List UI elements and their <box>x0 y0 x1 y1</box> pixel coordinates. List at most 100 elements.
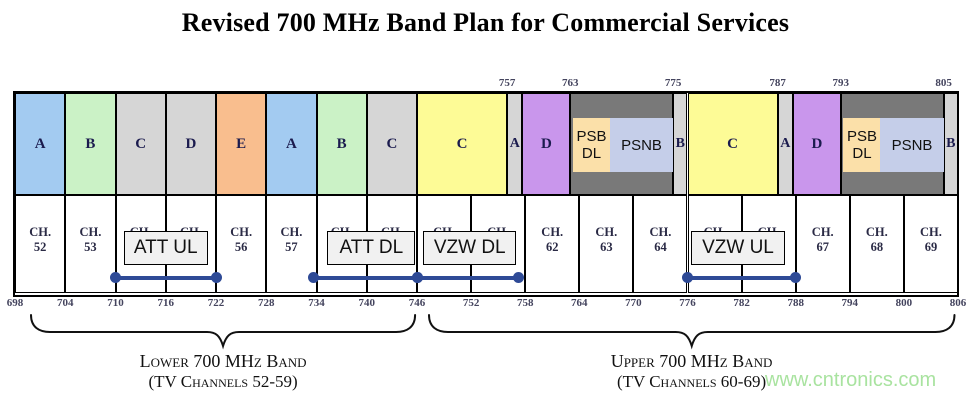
upper-700-mhz-band-label: Upper 700 MHz Band (TV Channels 60-69) <box>428 351 955 392</box>
band-block-letter: E <box>236 135 247 152</box>
band-name: Upper 700 MHz Band <box>610 351 773 371</box>
underline-dot-att-ul <box>210 272 222 283</box>
boundary-freq-label-763: 763 <box>562 77 579 89</box>
band-block-letter: D <box>540 135 552 152</box>
upper-band-brace <box>427 314 956 350</box>
freq-tick-label-782: 782 <box>733 297 750 309</box>
band-block-c-740: C <box>366 93 417 195</box>
psb-dl-block-1: PSB DL <box>572 118 610 172</box>
channel-prefix: CH. <box>920 225 942 239</box>
boundary-freq-label-805: 805 <box>935 77 952 89</box>
freq-tick-label-806: 806 <box>949 297 967 309</box>
lower-band-brace <box>30 314 417 350</box>
band-block-letter: B <box>85 135 96 152</box>
freq-tick-label-788: 788 <box>787 297 804 309</box>
freq-tick-label-752: 752 <box>462 297 480 309</box>
band-block-letter: B <box>946 136 956 151</box>
watermark: www.cntronics.com <box>765 369 937 391</box>
freq-tick-label-734: 734 <box>308 297 325 309</box>
freq-tick-label-776: 776 <box>679 297 696 309</box>
band-block-letter: B <box>336 135 347 152</box>
band-block-letter: C <box>727 135 738 152</box>
channel-prefix: CH. <box>79 225 102 239</box>
channel-cell-64: CH. 64 <box>633 195 688 293</box>
band-block-d-716: D <box>165 93 216 195</box>
band-block-letter: C <box>386 135 398 152</box>
band-block-b-805: B <box>943 93 958 195</box>
operator-underline-att-ul <box>115 276 216 280</box>
freq-tick-label-698: 698 <box>6 297 24 309</box>
psnb-block-2: PSNB <box>880 118 944 172</box>
underline-dot-vzw-dl <box>513 272 525 283</box>
channel-prefix: CH. <box>280 225 303 239</box>
band-block-letter: C <box>135 135 147 152</box>
band-tv-channels: (TV Channels 60-69) <box>616 372 767 391</box>
channel-cell-69: CH. 69 <box>903 195 958 293</box>
channel-number: 56 <box>234 240 248 254</box>
band-block-a-698: A <box>15 93 66 195</box>
band-block-letter: A <box>780 136 791 151</box>
freq-tick-label-764: 764 <box>571 297 588 309</box>
freq-tick-label-794: 794 <box>841 297 859 309</box>
underline-dot-vzw-ul <box>682 272 693 283</box>
boundary-freq-label-787: 787 <box>769 77 786 89</box>
band-block-d-788: D <box>792 93 841 195</box>
band-name: Lower 700 MHz Band <box>139 351 307 371</box>
operator-label-vzw-dl: VZW DL <box>423 231 517 265</box>
band-block-c-776: C <box>687 93 778 195</box>
psb-dl-block-2: PSB DL <box>843 118 881 172</box>
channel-number: 67 <box>816 240 829 254</box>
sub-block-label: PSB <box>846 128 877 145</box>
boundary-freq-label-757: 757 <box>498 77 516 89</box>
channel-prefix: CH. <box>230 225 253 239</box>
channel-cell-62: CH. 62 <box>525 195 580 293</box>
band-block-a-757: A <box>507 93 523 195</box>
freq-tick-label-800: 800 <box>895 297 913 309</box>
freq-tick-label-722: 722 <box>207 297 225 309</box>
band-block-d-758: D <box>522 93 571 195</box>
sub-block-label: DL <box>852 145 872 162</box>
psnb-block-1: PSNB <box>609 118 674 172</box>
channel-number: 69 <box>924 240 938 254</box>
operator-underline-vzw-ul <box>687 276 796 280</box>
band-block-c-710: C <box>115 93 166 195</box>
channel-cell-53: CH. 53 <box>65 195 116 293</box>
freq-tick-label-710: 710 <box>107 297 124 309</box>
lower-700-mhz-band-label: Lower 700 MHz Band (TV Channels 52-59) <box>30 351 416 392</box>
channel-number: 53 <box>84 240 97 254</box>
operator-label-att-dl: ATT DL <box>327 231 416 265</box>
operator-label-att-ul: ATT UL <box>123 231 208 265</box>
band-block-letter: A <box>509 136 520 151</box>
freq-tick-label-770: 770 <box>625 297 642 309</box>
operator-label-vzw-ul: VZW UL <box>691 231 785 265</box>
band-block-b-775: B <box>673 93 688 195</box>
band-block-e-722: E <box>216 93 267 195</box>
band-block-a-728: A <box>266 93 317 195</box>
channel-number: 62 <box>545 240 559 254</box>
underline-dot-att-dl <box>307 272 319 283</box>
freq-tick-label-728: 728 <box>258 297 275 309</box>
band-tv-channels: (TV Channels 52-59) <box>148 372 298 391</box>
channel-number: 64 <box>654 240 667 254</box>
band-block-letter: A <box>285 135 297 152</box>
band-block-c-746: C <box>417 93 508 195</box>
sub-block-label: PSNB <box>891 136 933 154</box>
underline-dot-att-ul <box>110 272 121 283</box>
channel-cell-63: CH. 63 <box>579 195 634 293</box>
band-block-letter: B <box>675 136 685 151</box>
band-block-letter: A <box>34 135 46 152</box>
channel-prefix: CH. <box>541 225 564 239</box>
operator-underline-att-dl <box>313 276 417 280</box>
channel-cell-68: CH. 68 <box>849 195 904 293</box>
freq-tick-label-716: 716 <box>157 297 175 309</box>
channel-number: 63 <box>600 240 613 254</box>
operator-underline-vzw-dl <box>417 276 519 280</box>
boundary-freq-label-793: 793 <box>832 77 850 89</box>
channel-prefix: CH. <box>29 225 52 239</box>
sub-block-label: DL <box>581 145 602 162</box>
channel-number: 68 <box>870 240 884 254</box>
band-block-letter: C <box>456 135 468 152</box>
channel-prefix: CH. <box>649 225 672 239</box>
channel-prefix: CH. <box>865 225 888 239</box>
